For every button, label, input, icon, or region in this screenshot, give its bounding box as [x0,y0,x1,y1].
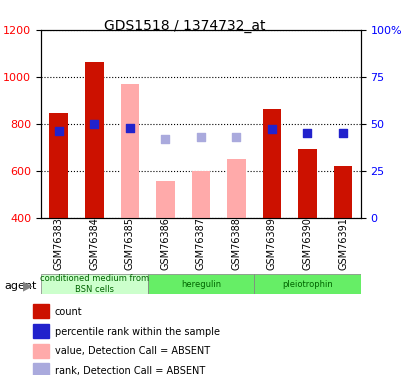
Bar [33,363,49,375]
Bar [262,109,281,217]
Point [233,134,239,140]
Text: rank, Detection Call = ABSENT: rank, Detection Call = ABSENT [55,366,204,375]
Bar [33,344,49,358]
Text: GSM76387: GSM76387 [196,217,205,270]
Point [126,124,133,130]
Point [339,130,346,136]
Bar [227,159,245,218]
FancyBboxPatch shape [254,274,360,294]
Text: GSM76390: GSM76390 [302,217,312,270]
Text: GSM76383: GSM76383 [54,217,64,270]
Text: GSM76391: GSM76391 [337,217,347,270]
Text: GSM76388: GSM76388 [231,217,241,270]
Text: GSM76389: GSM76389 [266,217,276,270]
Point [268,126,274,132]
Text: GSM76385: GSM76385 [124,217,135,270]
Point [55,128,62,134]
Text: count: count [55,307,82,317]
Text: percentile rank within the sample: percentile rank within the sample [55,327,219,337]
Text: GDS1518 / 1374732_at: GDS1518 / 1374732_at [103,19,265,33]
Bar [297,149,316,217]
Point [91,121,97,127]
Bar [49,112,68,218]
Point [162,136,168,142]
Bar [120,84,139,218]
Bar [85,62,103,217]
Text: conditioned medium from
BSN cells: conditioned medium from BSN cells [40,274,148,294]
Point [303,130,310,136]
Point [197,134,204,140]
Bar [33,304,49,318]
Bar [191,171,210,217]
Text: pleiotrophin: pleiotrophin [281,280,332,289]
FancyBboxPatch shape [41,274,147,294]
Text: ▶: ▶ [22,280,32,292]
Text: GSM76384: GSM76384 [89,217,99,270]
Text: value, Detection Call = ABSENT: value, Detection Call = ABSENT [55,346,209,356]
Text: agent: agent [4,281,36,291]
Bar [333,166,351,218]
Bar [33,324,49,338]
Text: GSM76386: GSM76386 [160,217,170,270]
Bar [156,182,174,218]
Text: heregulin: heregulin [180,280,220,289]
FancyBboxPatch shape [147,274,254,294]
